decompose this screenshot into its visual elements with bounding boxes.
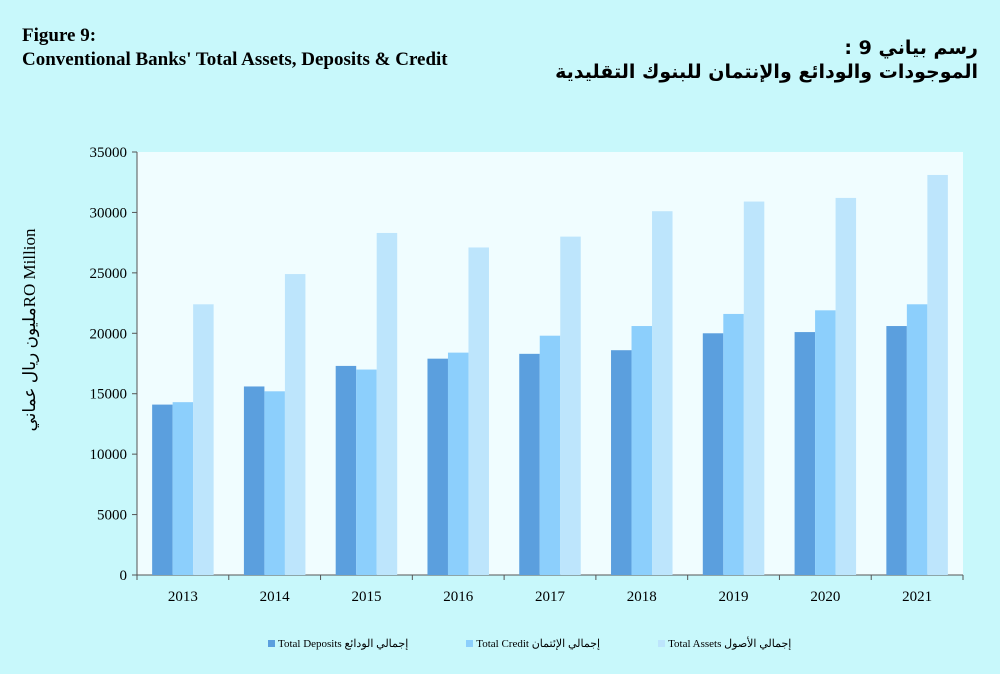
bar-2019-0: [702, 333, 724, 575]
title-arabic: رسم بياني 9 : الموجودات والودائع والإنتم…: [555, 36, 978, 84]
legend-swatch: [658, 640, 666, 647]
bar-2021-1: [906, 304, 928, 575]
bar-2014-2: [284, 274, 306, 575]
y-tick-label: 20000: [90, 326, 128, 342]
bar-2016-2: [468, 247, 489, 575]
bar-2014-1: [264, 391, 285, 575]
bar-2016-0: [427, 358, 448, 575]
bar-2019-2: [743, 201, 765, 575]
x-tick-label: 2016: [443, 589, 474, 605]
x-tick-label: 2014: [260, 589, 291, 605]
title-english: Figure 9: Conventional Banks' Total Asse…: [22, 24, 448, 72]
bar-2020-2: [835, 197, 857, 575]
bar-2020-1: [815, 310, 836, 575]
bar-2017-1: [539, 335, 561, 575]
bar-2015-0: [335, 365, 357, 575]
figure-number: Figure 9:: [22, 25, 97, 46]
legend-item: Total Assets إجمالي الأصول: [658, 637, 791, 650]
y-tick-label: 25000: [90, 266, 128, 282]
bar-2018-2: [652, 211, 673, 575]
bar-2013-2: [193, 304, 214, 575]
bar-2021-0: [886, 326, 907, 575]
x-tick-label: 2020: [810, 589, 840, 605]
x-tick-label: 2021: [902, 589, 932, 605]
legend-item: Total Credit إجمالي الإئتمان: [466, 637, 600, 650]
legend-label: Total Credit إجمالي الإئتمان: [476, 638, 601, 650]
legend-swatch: [268, 640, 275, 647]
y-tick-label: 30000: [90, 205, 128, 221]
bar-2013-0: [152, 404, 173, 575]
x-tick-label: 2015: [351, 589, 381, 605]
bar-2013-1: [172, 402, 194, 575]
bar-2020-0: [794, 332, 816, 575]
bar-2014-0: [243, 386, 265, 575]
x-tick-label: 2013: [168, 589, 198, 605]
bar-2018-0: [611, 350, 632, 575]
bar-2018-1: [631, 326, 653, 575]
bar-2015-2: [376, 232, 398, 575]
legend-label: Total Assets إجمالي الأصول: [668, 638, 792, 650]
bar-2017-0: [519, 353, 540, 575]
bar-2019-1: [723, 313, 744, 575]
legend-swatch: [466, 640, 474, 647]
y-tick-label: 5000: [97, 508, 127, 524]
legend-label: Total Deposits إجمالي الودائع: [278, 638, 409, 650]
figure-number-ar: رسم بياني 9 :: [844, 37, 978, 59]
legend-item: Total Deposits إجمالي الودائع: [268, 637, 408, 650]
legend: Total Deposits إجمالي الودائع Total Credi…: [268, 637, 849, 650]
x-tick-label: 2017: [535, 589, 566, 605]
y-tick-label: 0: [120, 568, 128, 584]
x-tick-label: 2018: [627, 589, 657, 605]
bar-2017-2: [560, 236, 581, 575]
y-tick-label: 10000: [90, 447, 128, 463]
y-tick-label: 35000: [90, 145, 128, 161]
bar-2016-1: [447, 352, 469, 575]
figure-title-ar: الموجودات والودائع والإنتمان للبنوك التق…: [555, 61, 978, 83]
figure-title: Conventional Banks' Total Assets, Deposi…: [22, 49, 448, 70]
bar-2021-2: [927, 174, 948, 575]
x-tick-label: 2019: [719, 589, 749, 605]
y-tick-label: 15000: [90, 387, 128, 403]
bar-2015-1: [356, 369, 377, 575]
